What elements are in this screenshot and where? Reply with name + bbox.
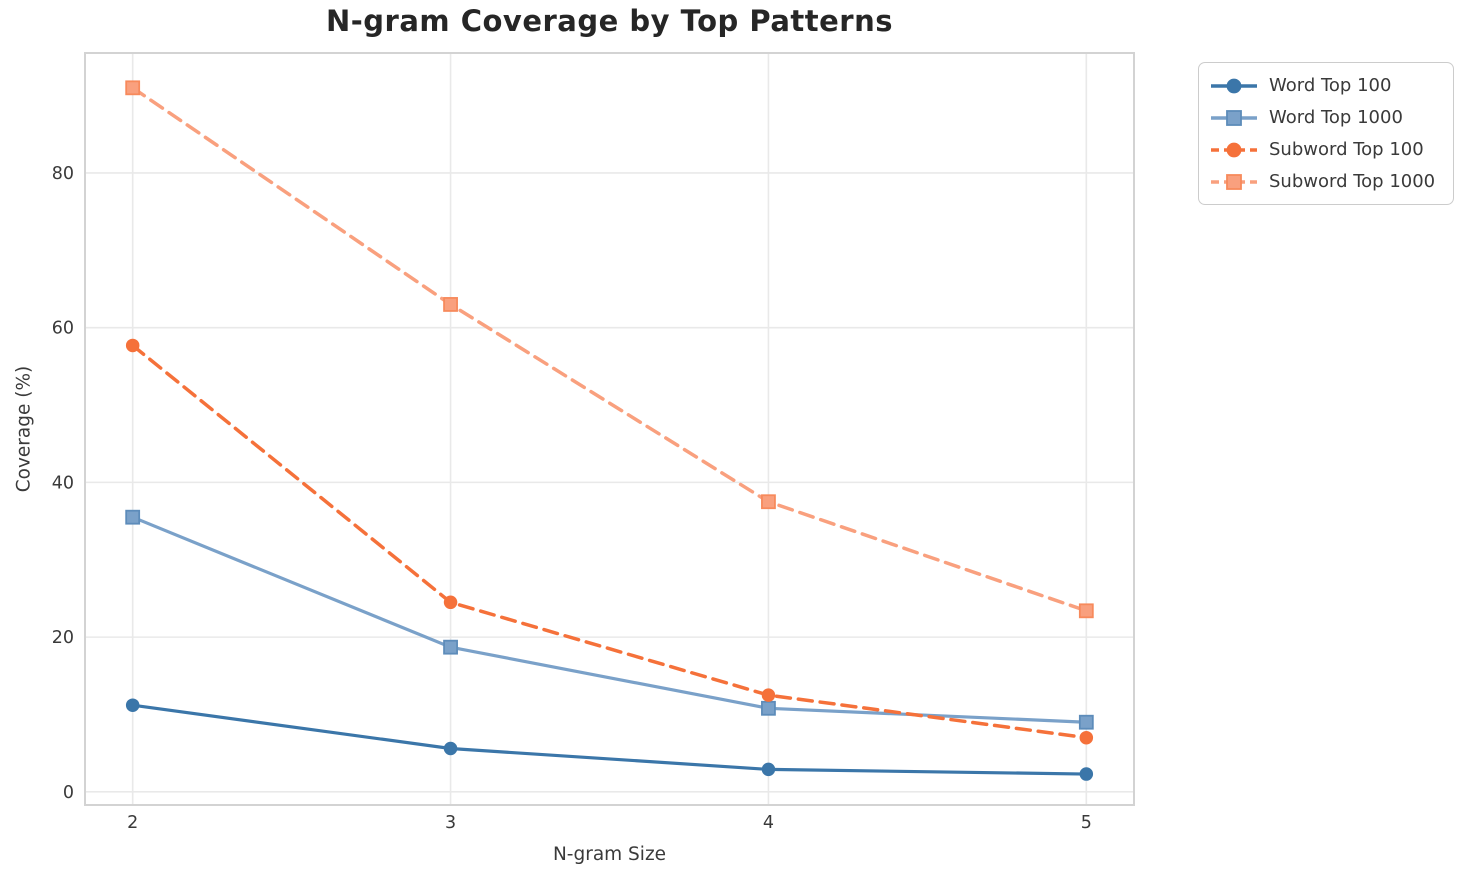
series-line-word-top-1000 bbox=[131, 515, 1088, 724]
data-point-marker bbox=[1078, 603, 1094, 619]
legend-label: Word Top 1000 bbox=[1269, 107, 1403, 128]
y-tick-label: 0 bbox=[63, 783, 74, 803]
legend-label: Subword Top 100 bbox=[1269, 139, 1424, 160]
series-line-subword-top-100 bbox=[130, 343, 1089, 740]
y-axis-label: Coverage (%) bbox=[13, 365, 35, 493]
legend-item: Word Top 1000 bbox=[1210, 104, 1435, 131]
data-point-marker bbox=[1079, 730, 1094, 745]
legend-line-sample bbox=[1211, 142, 1257, 157]
data-point-marker bbox=[761, 762, 776, 777]
data-point-marker bbox=[125, 338, 140, 353]
series-line-subword-top-1000 bbox=[130, 86, 1089, 613]
circle-marker-icon bbox=[1226, 78, 1242, 93]
data-point-marker bbox=[125, 509, 141, 525]
y-tick-label: 40 bbox=[52, 473, 74, 493]
y-tick-label: 20 bbox=[52, 628, 74, 648]
data-point-marker bbox=[443, 741, 458, 756]
legend-label: Subword Top 1000 bbox=[1269, 171, 1436, 192]
y-tick-label: 80 bbox=[52, 164, 74, 184]
data-point-marker bbox=[1079, 767, 1094, 781]
x-tick-label: 3 bbox=[445, 813, 456, 833]
x-tick-label: 2 bbox=[127, 813, 138, 833]
x-axis-label: N-gram Size bbox=[552, 844, 667, 865]
legend-item: Subword Top 1000 bbox=[1210, 168, 1435, 195]
square-marker-icon bbox=[1226, 173, 1242, 190]
legend-item: Word Top 100 bbox=[1210, 72, 1435, 99]
legend-line-sample bbox=[1211, 78, 1257, 93]
data-point-marker bbox=[443, 297, 458, 312]
x-tick-label: 5 bbox=[1081, 813, 1092, 833]
plot-border bbox=[84, 52, 1135, 806]
legend-item: Subword Top 100 bbox=[1210, 136, 1435, 163]
square-marker-icon bbox=[1226, 109, 1242, 126]
chart-title: N-gram Coverage by Top Patterns bbox=[325, 4, 894, 38]
series-line-word-top-100 bbox=[131, 703, 1088, 776]
data-point-marker bbox=[443, 595, 458, 610]
legend-line-sample bbox=[1211, 173, 1257, 190]
data-point-marker bbox=[443, 639, 458, 655]
x-tick-label: 4 bbox=[763, 813, 774, 833]
data-point-marker bbox=[761, 688, 776, 702]
data-point-marker bbox=[761, 494, 776, 510]
y-tick-label: 60 bbox=[52, 319, 74, 339]
data-point-marker bbox=[761, 700, 776, 716]
data-point-marker bbox=[125, 698, 140, 712]
circle-marker-icon bbox=[1226, 142, 1242, 157]
legend: Word Top 100 Word Top 1000 Subword Top 100… bbox=[1198, 62, 1455, 205]
data-point-marker bbox=[125, 80, 141, 96]
legend-line-sample bbox=[1211, 109, 1257, 126]
data-point-marker bbox=[1078, 714, 1094, 730]
legend-label: Word Top 100 bbox=[1269, 75, 1392, 96]
